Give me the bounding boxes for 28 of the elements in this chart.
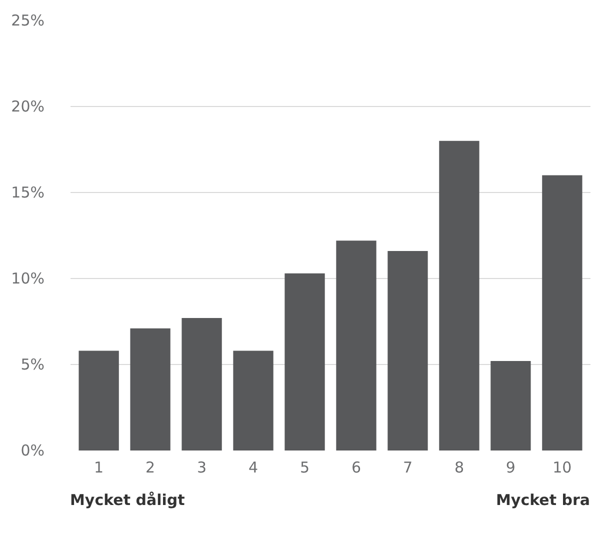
x-tick-label: 6 [351, 458, 362, 476]
x-tick-label: 1 [94, 458, 104, 476]
bar [336, 240, 376, 450]
x-tick-label: 5 [300, 458, 310, 476]
bar [542, 175, 582, 450]
x-tick-label: 3 [197, 458, 207, 476]
bar [284, 273, 325, 450]
y-tick-label: 15% [11, 184, 45, 202]
y-tick-label: 25% [11, 12, 45, 30]
x-tick-label: 8 [454, 458, 464, 476]
bar [130, 328, 170, 450]
bar [439, 140, 480, 450]
y-tick-label: 0% [20, 442, 44, 460]
bar [78, 350, 119, 450]
x-tick-label: 10 [552, 458, 572, 476]
y-tick-label: 20% [11, 98, 45, 116]
text: Mycket bra [496, 490, 590, 511]
bar [233, 350, 274, 450]
x-tick-label: 2 [146, 458, 156, 476]
x-tick-label: 4 [248, 458, 258, 476]
bar [490, 361, 531, 450]
bar [182, 318, 222, 450]
bar [388, 250, 428, 450]
x-tick-label: 9 [506, 458, 516, 476]
text: Mycket dåligt [70, 490, 185, 511]
y-tick-label: 10% [11, 270, 45, 288]
x-tick-label: 7 [402, 458, 413, 476]
y-tick-label: 5% [20, 356, 44, 374]
